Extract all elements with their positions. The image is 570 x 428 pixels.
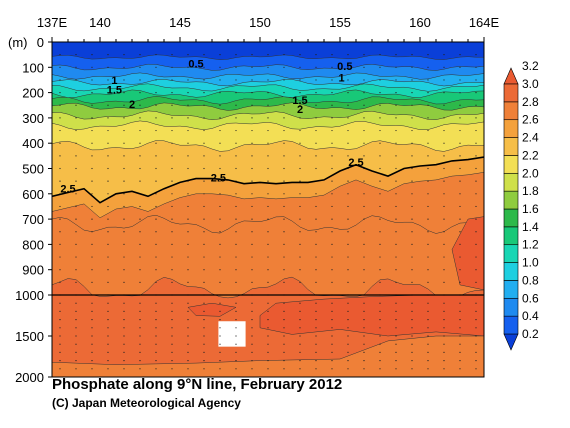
- chart-credit: (C) Japan Meteorological Agency: [52, 396, 241, 410]
- colorbar-segment-8: [503, 190, 519, 210]
- colorbar-label-10: 2.2: [522, 148, 539, 162]
- colorbar-segment-12: [503, 119, 519, 138]
- colorbar-label-9: 2.0: [522, 166, 539, 180]
- colorbar-segment-14: [503, 83, 519, 103]
- plot-area: 0.5 0.51 11.51.52 22.52.52.5: [52, 42, 484, 377]
- contour-band-14: [52, 42, 484, 60]
- colorbar-segment-5: [503, 244, 519, 263]
- colorbar-label-5: 1.2: [522, 238, 539, 252]
- deep-high-patch: [259, 294, 484, 337]
- plot-frame: [51, 41, 485, 378]
- colorbar-segment-13: [503, 101, 519, 121]
- colorbar-segment-1: [503, 315, 519, 335]
- colorbar-segment-11: [503, 137, 519, 156]
- east-high-patch: [451, 216, 484, 291]
- colorbar-label-6: 1.4: [522, 220, 539, 234]
- y-tick-label-3: 300: [22, 111, 44, 126]
- sample-dots: [59, 54, 477, 370]
- y-tick-label-6: 600: [22, 187, 44, 202]
- x-tick-label-1: 140: [89, 15, 111, 30]
- y-tick-label-0: 0: [37, 35, 44, 50]
- x-tick-label-0: 137E: [37, 15, 68, 30]
- x-tick-label-5: 160: [409, 15, 431, 30]
- colorbar-label-1: 0.4: [522, 309, 539, 323]
- y-unit-label: (m): [8, 35, 28, 50]
- contour-label-3: 1: [339, 72, 345, 84]
- y-tick-label-9: 900: [22, 263, 44, 278]
- y-lower-tick-label-2: 2000: [15, 370, 44, 385]
- deep-small-patch: [187, 302, 237, 317]
- y-lower-tick-label-1: 1500: [15, 329, 44, 344]
- contour-label-4: 1.5: [107, 84, 122, 96]
- colorbar-segment-9: [503, 172, 519, 192]
- colorbar-label-0: 0.2: [522, 327, 539, 341]
- colorbar-label-11: 2.4: [522, 131, 539, 145]
- y-tick-label-4: 400: [22, 136, 44, 151]
- isoline-2-5: [52, 156, 484, 204]
- contour-label-6: 2: [129, 99, 135, 111]
- colorbar-label-13: 2.8: [522, 95, 539, 109]
- colorbar-segment-10: [503, 155, 519, 174]
- contour-label-2: 1: [111, 75, 117, 87]
- contour-label-1: 0.5: [337, 61, 352, 73]
- colorbar-label-14: 3.0: [522, 77, 539, 91]
- colorbar-label-3: 0.8: [522, 273, 539, 287]
- contour-label-8: 2.5: [60, 184, 75, 196]
- colorbar-segment-3: [503, 280, 519, 299]
- colorbar-label-15: 3.2: [522, 59, 539, 73]
- y-tick-label-10: 1000: [15, 288, 44, 303]
- colorbar-label-8: 1.8: [522, 184, 539, 198]
- y-tick-label-2: 200: [22, 86, 44, 101]
- colorbar-segment-2: [503, 297, 519, 317]
- colorbar-segment-6: [503, 226, 519, 246]
- missing-data-box: [218, 321, 246, 347]
- colorbar-segment-4: [503, 262, 519, 281]
- y-tick-label-7: 700: [22, 212, 44, 227]
- x-tick-label-3: 150: [249, 15, 271, 30]
- y-tick-label-8: 800: [22, 237, 44, 252]
- colorbar-segment-7: [503, 208, 519, 228]
- contour-label-10: 2.5: [348, 157, 363, 169]
- contour-label-9: 2.5: [211, 172, 226, 184]
- contour-label-0: 0.5: [188, 59, 203, 71]
- x-tick-label-2: 145: [169, 15, 191, 30]
- contour-label-7: 2: [297, 104, 303, 116]
- colorbar-label-2: 0.6: [522, 291, 539, 305]
- colorbar-label-4: 1.0: [522, 256, 539, 270]
- chart-title: Phosphate along 9°N line, February 2012: [52, 376, 343, 393]
- y-tick-label-1: 100: [22, 60, 44, 75]
- colorbar-arrow-low: [503, 333, 519, 351]
- colorbar-label-7: 1.6: [522, 202, 539, 216]
- colorbar-label-12: 2.6: [522, 113, 539, 127]
- x-tick-label-4: 155: [329, 15, 351, 30]
- deep-bottom-patch: [52, 335, 484, 377]
- x-tick-label-6: 164E: [469, 15, 500, 30]
- colorbar-arrow-high: [503, 67, 519, 85]
- contour-label-5: 1.5: [292, 95, 307, 107]
- colorbar: 0.2 0.4 0.6 0.8 1.0 1.2 1.4 1.6 1.8 2.0 2.2 2.4 2.6 2…: [503, 59, 539, 351]
- y-tick-label-5: 500: [22, 162, 44, 177]
